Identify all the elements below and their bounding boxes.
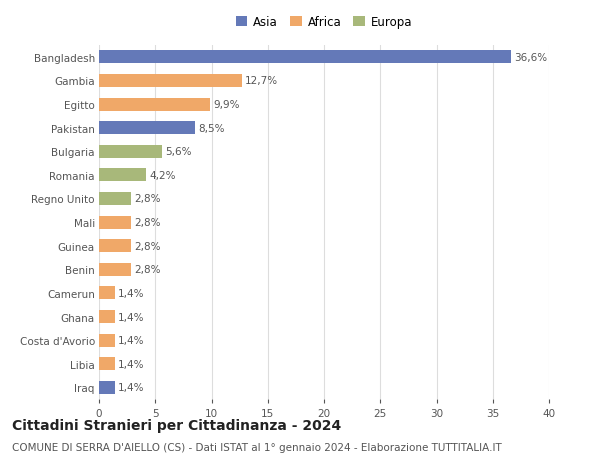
- Text: 1,4%: 1,4%: [118, 382, 145, 392]
- Bar: [99, 122, 194, 135]
- Legend: Asia, Africa, Europa: Asia, Africa, Europa: [232, 13, 416, 33]
- Bar: [99, 287, 115, 300]
- Text: 8,5%: 8,5%: [198, 123, 224, 134]
- Text: 5,6%: 5,6%: [166, 147, 192, 157]
- Text: 36,6%: 36,6%: [514, 53, 547, 63]
- Bar: [99, 334, 115, 347]
- Bar: [99, 381, 115, 394]
- Text: 1,4%: 1,4%: [118, 288, 145, 298]
- Bar: [99, 75, 242, 88]
- Bar: [99, 263, 131, 276]
- Text: COMUNE DI SERRA D'AIELLO (CS) - Dati ISTAT al 1° gennaio 2024 - Elaborazione TUT: COMUNE DI SERRA D'AIELLO (CS) - Dati IST…: [12, 442, 502, 452]
- Text: 4,2%: 4,2%: [149, 170, 176, 180]
- Text: 2,8%: 2,8%: [134, 218, 160, 228]
- Bar: [99, 358, 115, 370]
- Text: 2,8%: 2,8%: [134, 194, 160, 204]
- Text: 1,4%: 1,4%: [118, 336, 145, 346]
- Text: 12,7%: 12,7%: [245, 76, 278, 86]
- Text: 1,4%: 1,4%: [118, 359, 145, 369]
- Text: 1,4%: 1,4%: [118, 312, 145, 322]
- Text: 2,8%: 2,8%: [134, 241, 160, 251]
- Bar: [99, 310, 115, 323]
- Bar: [99, 51, 511, 64]
- Bar: [99, 193, 131, 206]
- Text: 9,9%: 9,9%: [214, 100, 240, 110]
- Bar: [99, 240, 131, 252]
- Bar: [99, 146, 162, 158]
- Bar: [99, 169, 146, 182]
- Text: 2,8%: 2,8%: [134, 265, 160, 275]
- Bar: [99, 98, 211, 111]
- Text: Cittadini Stranieri per Cittadinanza - 2024: Cittadini Stranieri per Cittadinanza - 2…: [12, 418, 341, 432]
- Bar: [99, 216, 131, 229]
